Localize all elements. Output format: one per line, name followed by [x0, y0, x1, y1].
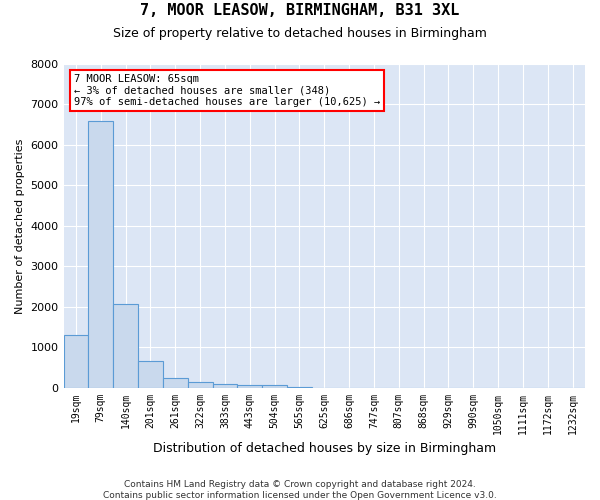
Bar: [163, 378, 188, 388]
Bar: [138, 362, 163, 388]
Bar: [262, 386, 287, 388]
Bar: [64, 335, 88, 388]
Text: Contains HM Land Registry data © Crown copyright and database right 2024.
Contai: Contains HM Land Registry data © Crown c…: [103, 480, 497, 500]
Y-axis label: Number of detached properties: Number of detached properties: [15, 138, 25, 314]
Bar: [188, 382, 212, 388]
Bar: [212, 384, 238, 388]
Bar: [238, 386, 262, 388]
Text: Size of property relative to detached houses in Birmingham: Size of property relative to detached ho…: [113, 28, 487, 40]
Bar: [88, 120, 113, 388]
Bar: [113, 304, 138, 388]
X-axis label: Distribution of detached houses by size in Birmingham: Distribution of detached houses by size …: [153, 442, 496, 455]
Text: 7 MOOR LEASOW: 65sqm
← 3% of detached houses are smaller (348)
97% of semi-detac: 7 MOOR LEASOW: 65sqm ← 3% of detached ho…: [74, 74, 380, 107]
Text: 7, MOOR LEASOW, BIRMINGHAM, B31 3XL: 7, MOOR LEASOW, BIRMINGHAM, B31 3XL: [140, 3, 460, 18]
